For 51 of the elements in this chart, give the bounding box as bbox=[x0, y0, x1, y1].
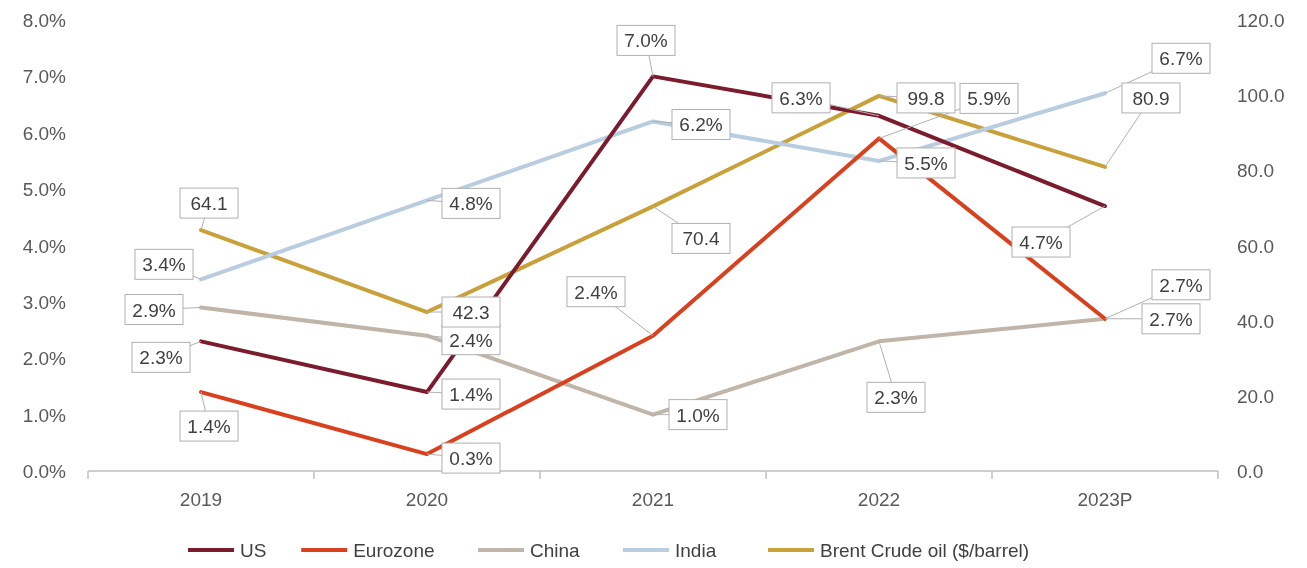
data-label: 3.4% bbox=[142, 254, 186, 276]
y-tick-label: 3.0% bbox=[22, 291, 67, 313]
data-label: 2.9% bbox=[132, 299, 176, 321]
data-label: 2.4% bbox=[574, 281, 618, 303]
y2-tick-label: 120.0 bbox=[1237, 10, 1285, 31]
data-label: 7.0% bbox=[624, 30, 668, 52]
x-tick-label: 2023P bbox=[1077, 489, 1133, 510]
data-label: 6.7% bbox=[1159, 48, 1203, 70]
data-label: 1.4% bbox=[449, 384, 493, 406]
legend-label: Eurozone bbox=[353, 540, 435, 561]
data-label: 5.5% bbox=[904, 152, 948, 174]
data-label: 42.3 bbox=[452, 302, 490, 324]
data-label: 2.3% bbox=[139, 347, 183, 369]
data-label: 6.2% bbox=[679, 114, 723, 136]
data-label: 1.0% bbox=[676, 404, 720, 426]
y2-tick-label: 40.0 bbox=[1237, 310, 1274, 332]
y2-tick-label: 100.0 bbox=[1237, 85, 1285, 107]
y-tick-label: 4.0% bbox=[22, 235, 67, 257]
y-tick-label: 8.0% bbox=[22, 10, 67, 31]
y-tick-label: 7.0% bbox=[22, 66, 67, 88]
data-label: 70.4 bbox=[682, 228, 720, 250]
legend-label: India bbox=[675, 540, 717, 561]
data-label: 5.9% bbox=[967, 88, 1011, 110]
y-tick-label: 6.0% bbox=[22, 122, 67, 144]
data-label: 1.4% bbox=[187, 416, 231, 438]
x-tick-label: 2021 bbox=[631, 489, 675, 510]
y-tick-label: 0.0% bbox=[22, 461, 67, 482]
data-label: 2.4% bbox=[449, 329, 493, 351]
x-tick-label: 2022 bbox=[857, 489, 901, 510]
data-label: 6.3% bbox=[779, 87, 823, 109]
data-label: 80.9 bbox=[1132, 87, 1170, 109]
data-label: 2.3% bbox=[874, 387, 918, 409]
legend-label: US bbox=[240, 540, 267, 561]
legend-label: Brent Crude oil ($/barrel) bbox=[820, 540, 1030, 561]
y2-tick-label: 80.0 bbox=[1237, 160, 1274, 182]
data-label: 4.7% bbox=[1019, 232, 1063, 254]
x-tick-label: 2019 bbox=[179, 489, 223, 510]
y-tick-label: 1.0% bbox=[22, 404, 67, 426]
legend-label: China bbox=[530, 540, 581, 561]
data-label: 2.7% bbox=[1159, 274, 1203, 296]
data-label: 99.8 bbox=[907, 87, 945, 109]
x-tick-label: 2020 bbox=[405, 489, 449, 510]
y2-tick-label: 20.0 bbox=[1237, 385, 1274, 407]
y-tick-label: 5.0% bbox=[22, 179, 67, 201]
y-tick-label: 2.0% bbox=[22, 348, 67, 370]
y2-tick-label: 0.0 bbox=[1237, 461, 1264, 482]
data-label: 64.1 bbox=[190, 193, 228, 215]
data-label: 2.7% bbox=[1149, 308, 1193, 330]
y2-tick-label: 60.0 bbox=[1237, 235, 1274, 257]
data-label: 0.3% bbox=[449, 448, 493, 470]
data-label: 4.8% bbox=[449, 193, 493, 215]
